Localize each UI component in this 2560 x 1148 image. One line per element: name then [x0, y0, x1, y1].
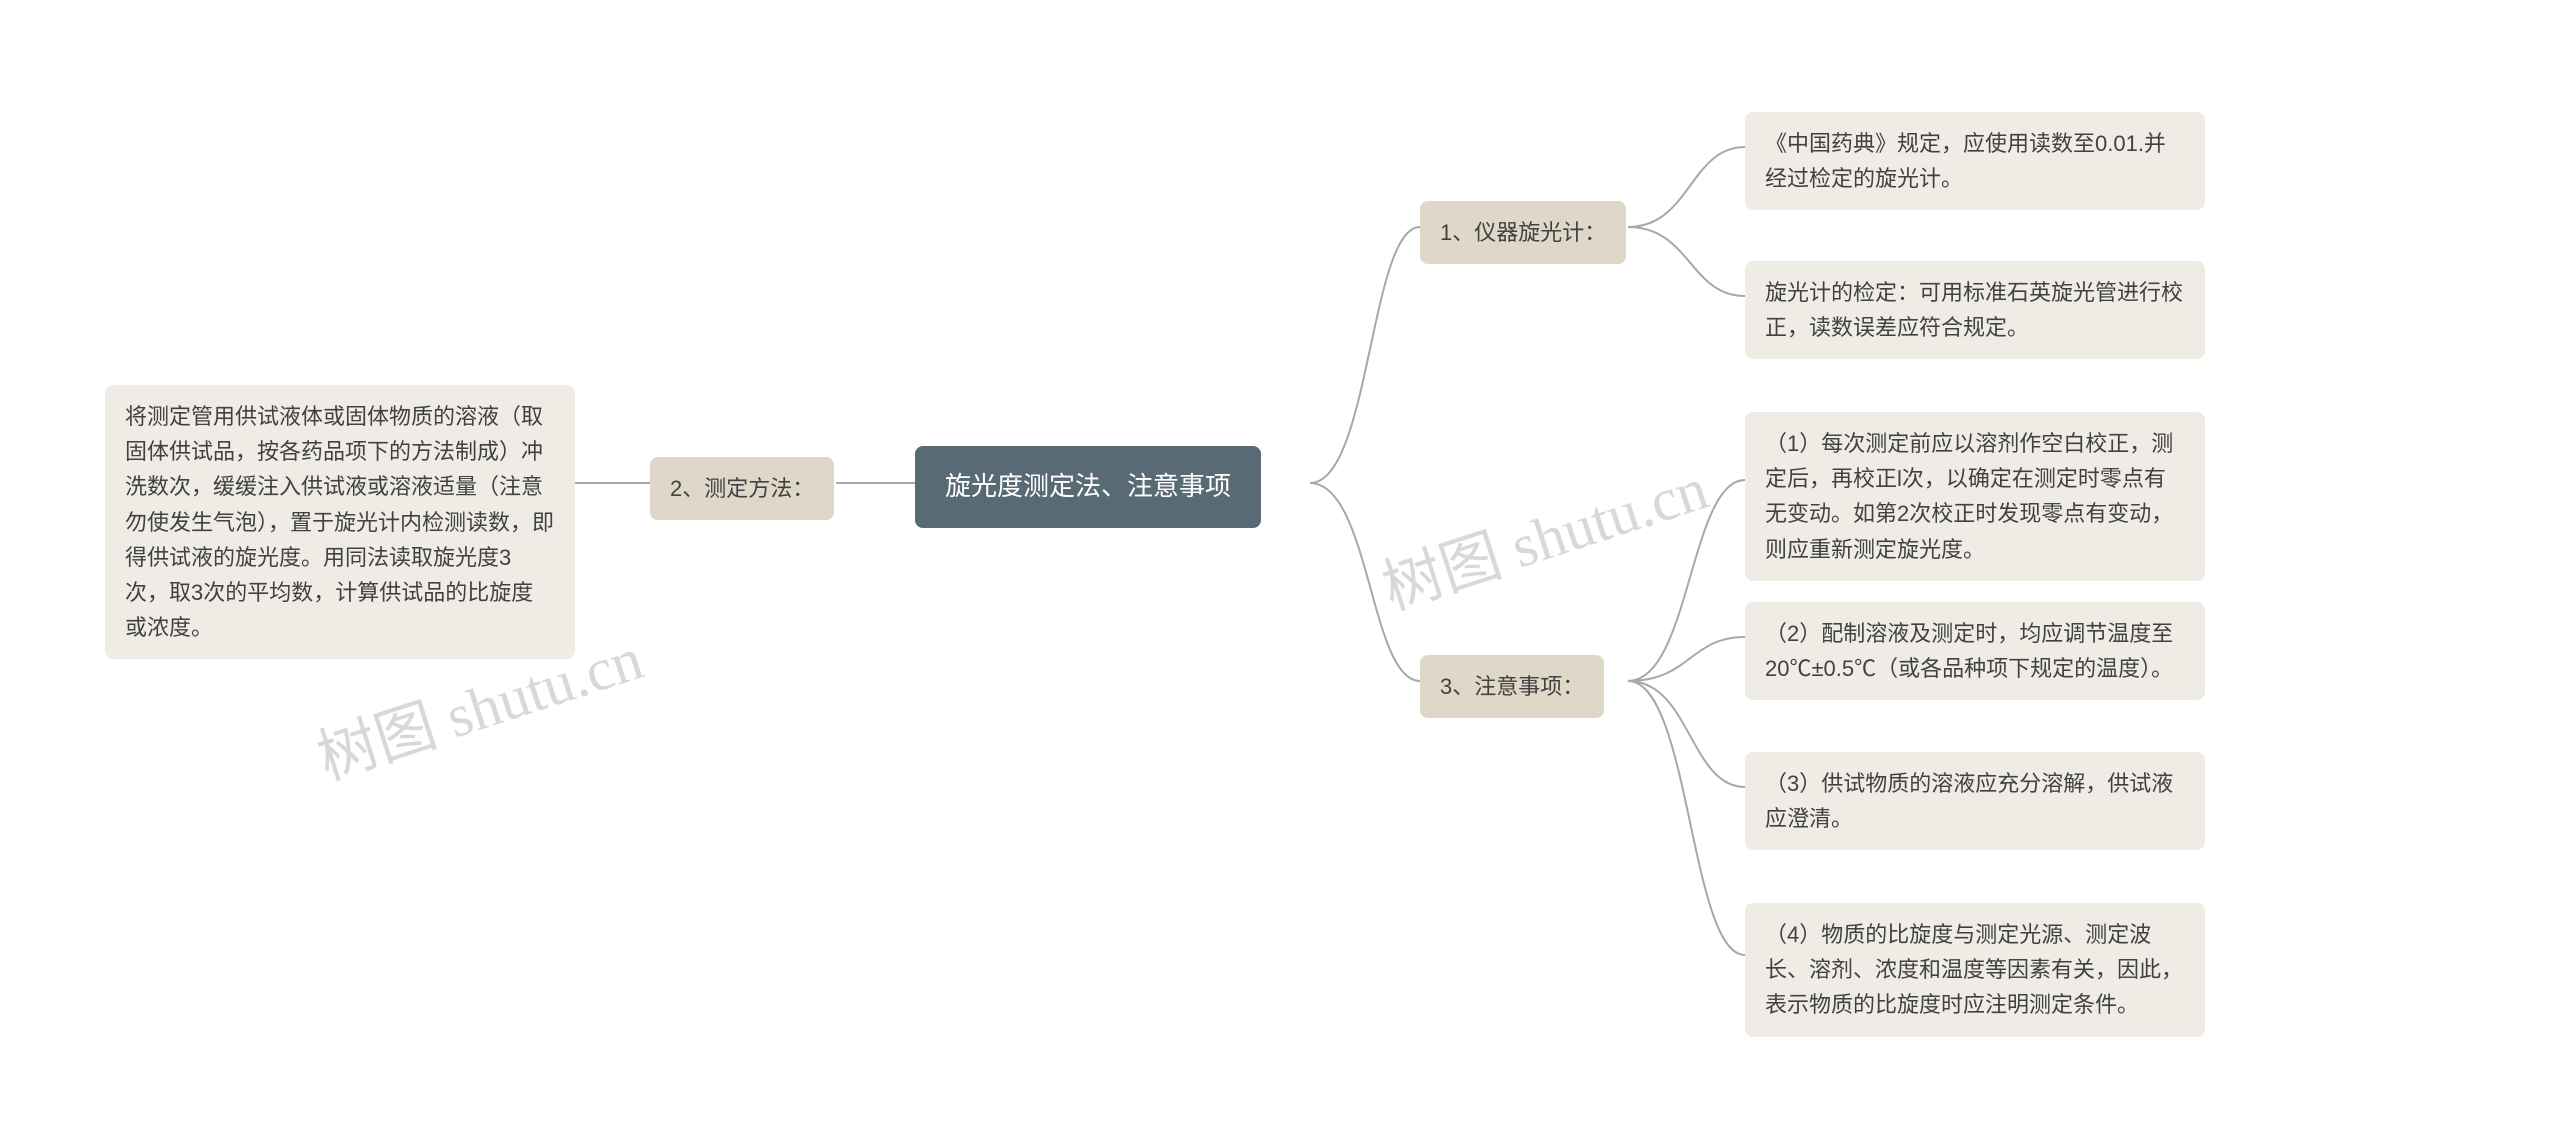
leaf-note-3: （3）供试物质的溶液应充分溶解，供试液应澄清。: [1745, 752, 2205, 850]
sub-instrument: 1、仪器旋光计：: [1420, 201, 1626, 264]
sub-method: 2、测定方法：: [650, 457, 834, 520]
sub-notes: 3、注意事项：: [1420, 655, 1604, 718]
watermark-2: 树图 shutu.cn: [1370, 440, 1717, 627]
leaf-note-1: （1）每次测定前应以溶剂作空白校正，测定后，再校正l次，以确定在测定时零点有无变…: [1745, 412, 2205, 581]
leaf-instrument-2: 旋光计的检定：可用标准石英旋光管进行校正，读数误差应符合规定。: [1745, 261, 2205, 359]
root-node: 旋光度测定法、注意事项: [915, 446, 1261, 528]
leaf-method-detail: 将测定管用供试液体或固体物质的溶液（取固体供试品，按各药品项下的方法制成）冲洗数…: [105, 385, 575, 659]
leaf-instrument-1: 《中国药典》规定，应使用读数至0.01.并经过检定的旋光计。: [1745, 112, 2205, 210]
leaf-note-2: （2）配制溶液及测定时，均应调节温度至20℃±0.5℃（或各品种项下规定的温度）…: [1745, 602, 2205, 700]
leaf-note-4: （4）物质的比旋度与测定光源、测定波长、溶剂、浓度和温度等因素有关，因此，表示物…: [1745, 903, 2205, 1037]
